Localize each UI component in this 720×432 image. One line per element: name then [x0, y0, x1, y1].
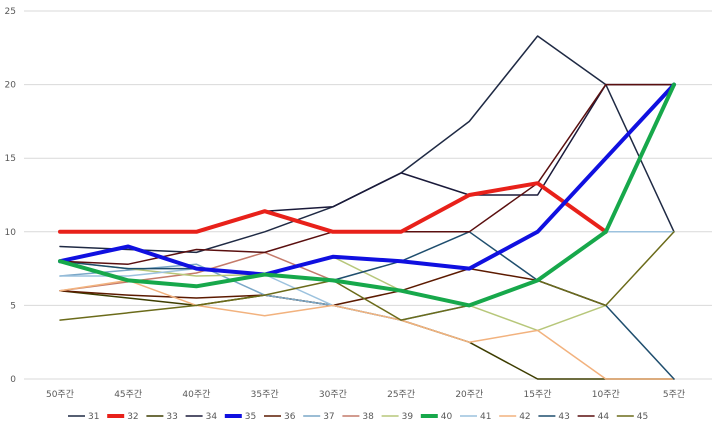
x-tick-label: 35주간: [251, 389, 279, 400]
series-line-42: [59, 279, 675, 380]
legend-label-44: 44: [598, 412, 610, 422]
series-line-39: [59, 256, 607, 332]
x-tick-label: 15주간: [524, 389, 552, 400]
y-tick-label: 5: [10, 301, 16, 311]
y-tick-label: 0: [10, 375, 16, 385]
series-line-37: [59, 231, 675, 321]
legend-label-35: 35: [245, 412, 256, 422]
y-tick-label: 15: [5, 154, 16, 164]
legend-label-31: 31: [88, 412, 99, 422]
series-line-41: [59, 231, 675, 321]
series-lines: [58, 35, 676, 380]
series-line-33: [59, 289, 675, 380]
legend-label-40: 40: [441, 412, 453, 422]
y-tick-label: 10: [5, 228, 17, 238]
legend-label-43: 43: [558, 412, 569, 422]
legend-label-33: 33: [166, 412, 177, 422]
x-tick-label: 25주간: [387, 389, 415, 400]
y-axis-ticks: 0 5 10 15 20 25: [5, 7, 17, 385]
legend-label-37: 37: [323, 412, 334, 422]
legend-label-41: 41: [480, 412, 491, 422]
x-tick-label: 40주간: [182, 389, 210, 400]
legend-label-36: 36: [284, 412, 296, 422]
x-tick-label: 20주간: [455, 389, 483, 400]
x-axis-ticks: 50주간 45주간 40주간 35주간 30주간 25주간 20주간 15주간 10주간 5주간: [46, 389, 685, 400]
gridlines: [24, 10, 712, 380]
legend: 31 32 33 34 35 36 37 38 39 40 41 42 43 44 45: [68, 412, 648, 422]
x-tick-label: 5주간: [663, 389, 685, 400]
x-tick-label: 50주간: [46, 389, 74, 400]
y-tick-label: 20: [5, 81, 17, 91]
legend-label-32: 32: [127, 412, 138, 422]
series-line-32: [58, 181, 608, 234]
x-tick-label: 30주간: [319, 389, 347, 400]
x-tick-label: 45주간: [114, 389, 142, 400]
legend-label-38: 38: [362, 412, 374, 422]
legend-label-39: 39: [402, 412, 414, 422]
series-line-35: [58, 82, 676, 277]
legend-label-42: 42: [519, 412, 530, 422]
x-tick-label: 10주간: [592, 389, 620, 400]
y-tick-label: 25: [5, 7, 16, 17]
series-line-44: [59, 83, 675, 265]
legend-label-34: 34: [206, 412, 218, 422]
series-line-31: [59, 35, 675, 254]
series-line-45: [59, 231, 675, 321]
legend-label-45: 45: [637, 412, 648, 422]
series-line-40: [58, 82, 676, 308]
